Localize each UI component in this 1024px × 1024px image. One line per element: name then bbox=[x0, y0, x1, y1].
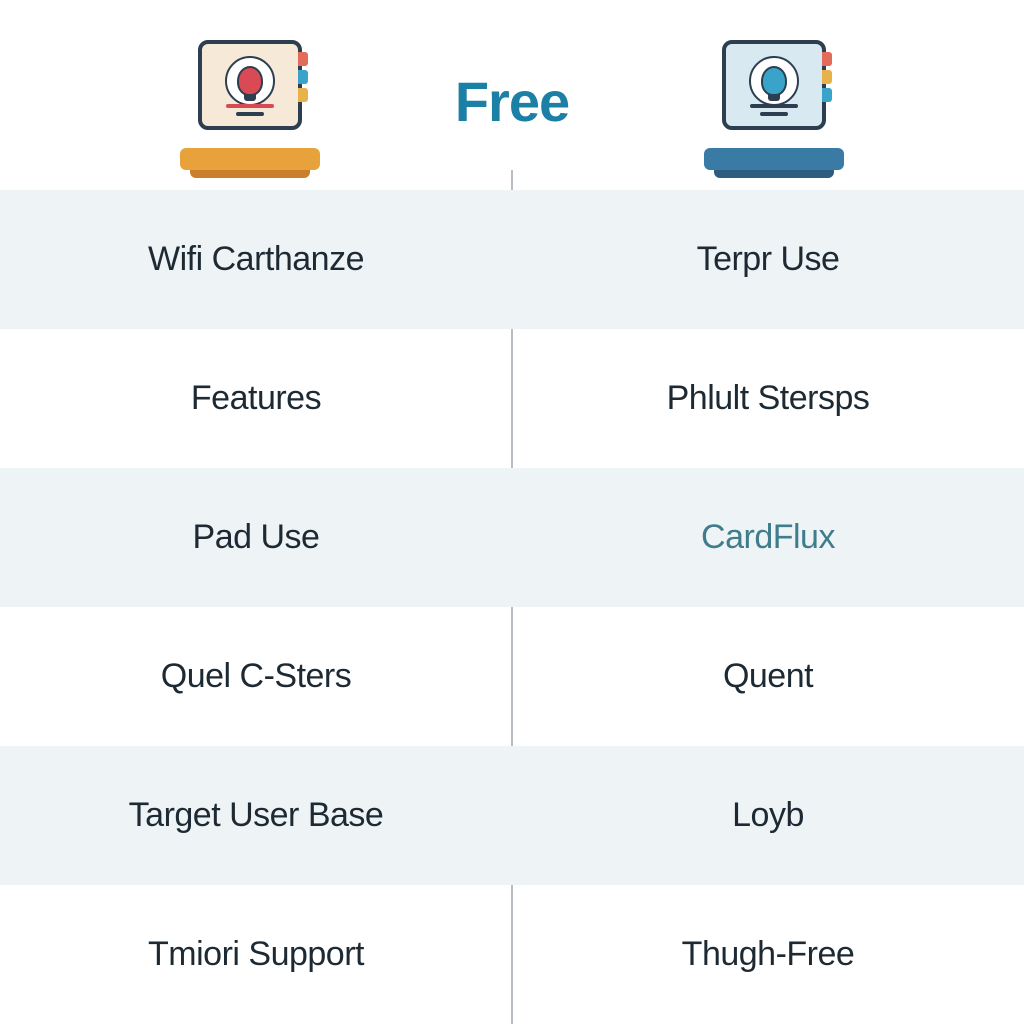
laptop-bulb-icon bbox=[180, 40, 320, 170]
cell-left: Pad Use bbox=[0, 518, 512, 557]
table-row: FeaturesPhlult Stersps bbox=[0, 329, 1024, 468]
laptop-bulb-icon bbox=[704, 40, 844, 170]
cell-left: Features bbox=[0, 379, 512, 418]
header: Free bbox=[0, 0, 1024, 190]
table-row: Pad UseCardFlux bbox=[0, 468, 1024, 607]
cell-right: Terpr Use bbox=[512, 240, 1024, 279]
comparison-page: Free Wifi CarthanzeTerpr UseFeaturesPhlu… bbox=[0, 0, 1024, 1024]
comparison-table: Wifi CarthanzeTerpr UseFeaturesPhlult St… bbox=[0, 190, 1024, 1024]
table-row: Tmiori SupportThugh-Free bbox=[0, 885, 1024, 1024]
cell-left: Tmiori Support bbox=[0, 935, 512, 974]
cell-right: CardFlux bbox=[512, 518, 1024, 557]
table-row: Wifi CarthanzeTerpr Use bbox=[0, 190, 1024, 329]
cell-right: Phlult Stersps bbox=[512, 379, 1024, 418]
cell-left: Quel C-Sters bbox=[0, 657, 512, 696]
table-row: Quel C-StersQuent bbox=[0, 607, 1024, 746]
cell-left: Wifi Carthanze bbox=[0, 240, 512, 279]
cell-left: Target User Base bbox=[0, 796, 512, 835]
cell-right: Thugh-Free bbox=[512, 935, 1024, 974]
plan-title: Free bbox=[455, 69, 569, 134]
cell-right: Quent bbox=[512, 657, 1024, 696]
table-row: Target User BaseLoyb bbox=[0, 746, 1024, 885]
cell-right: Loyb bbox=[512, 796, 1024, 835]
